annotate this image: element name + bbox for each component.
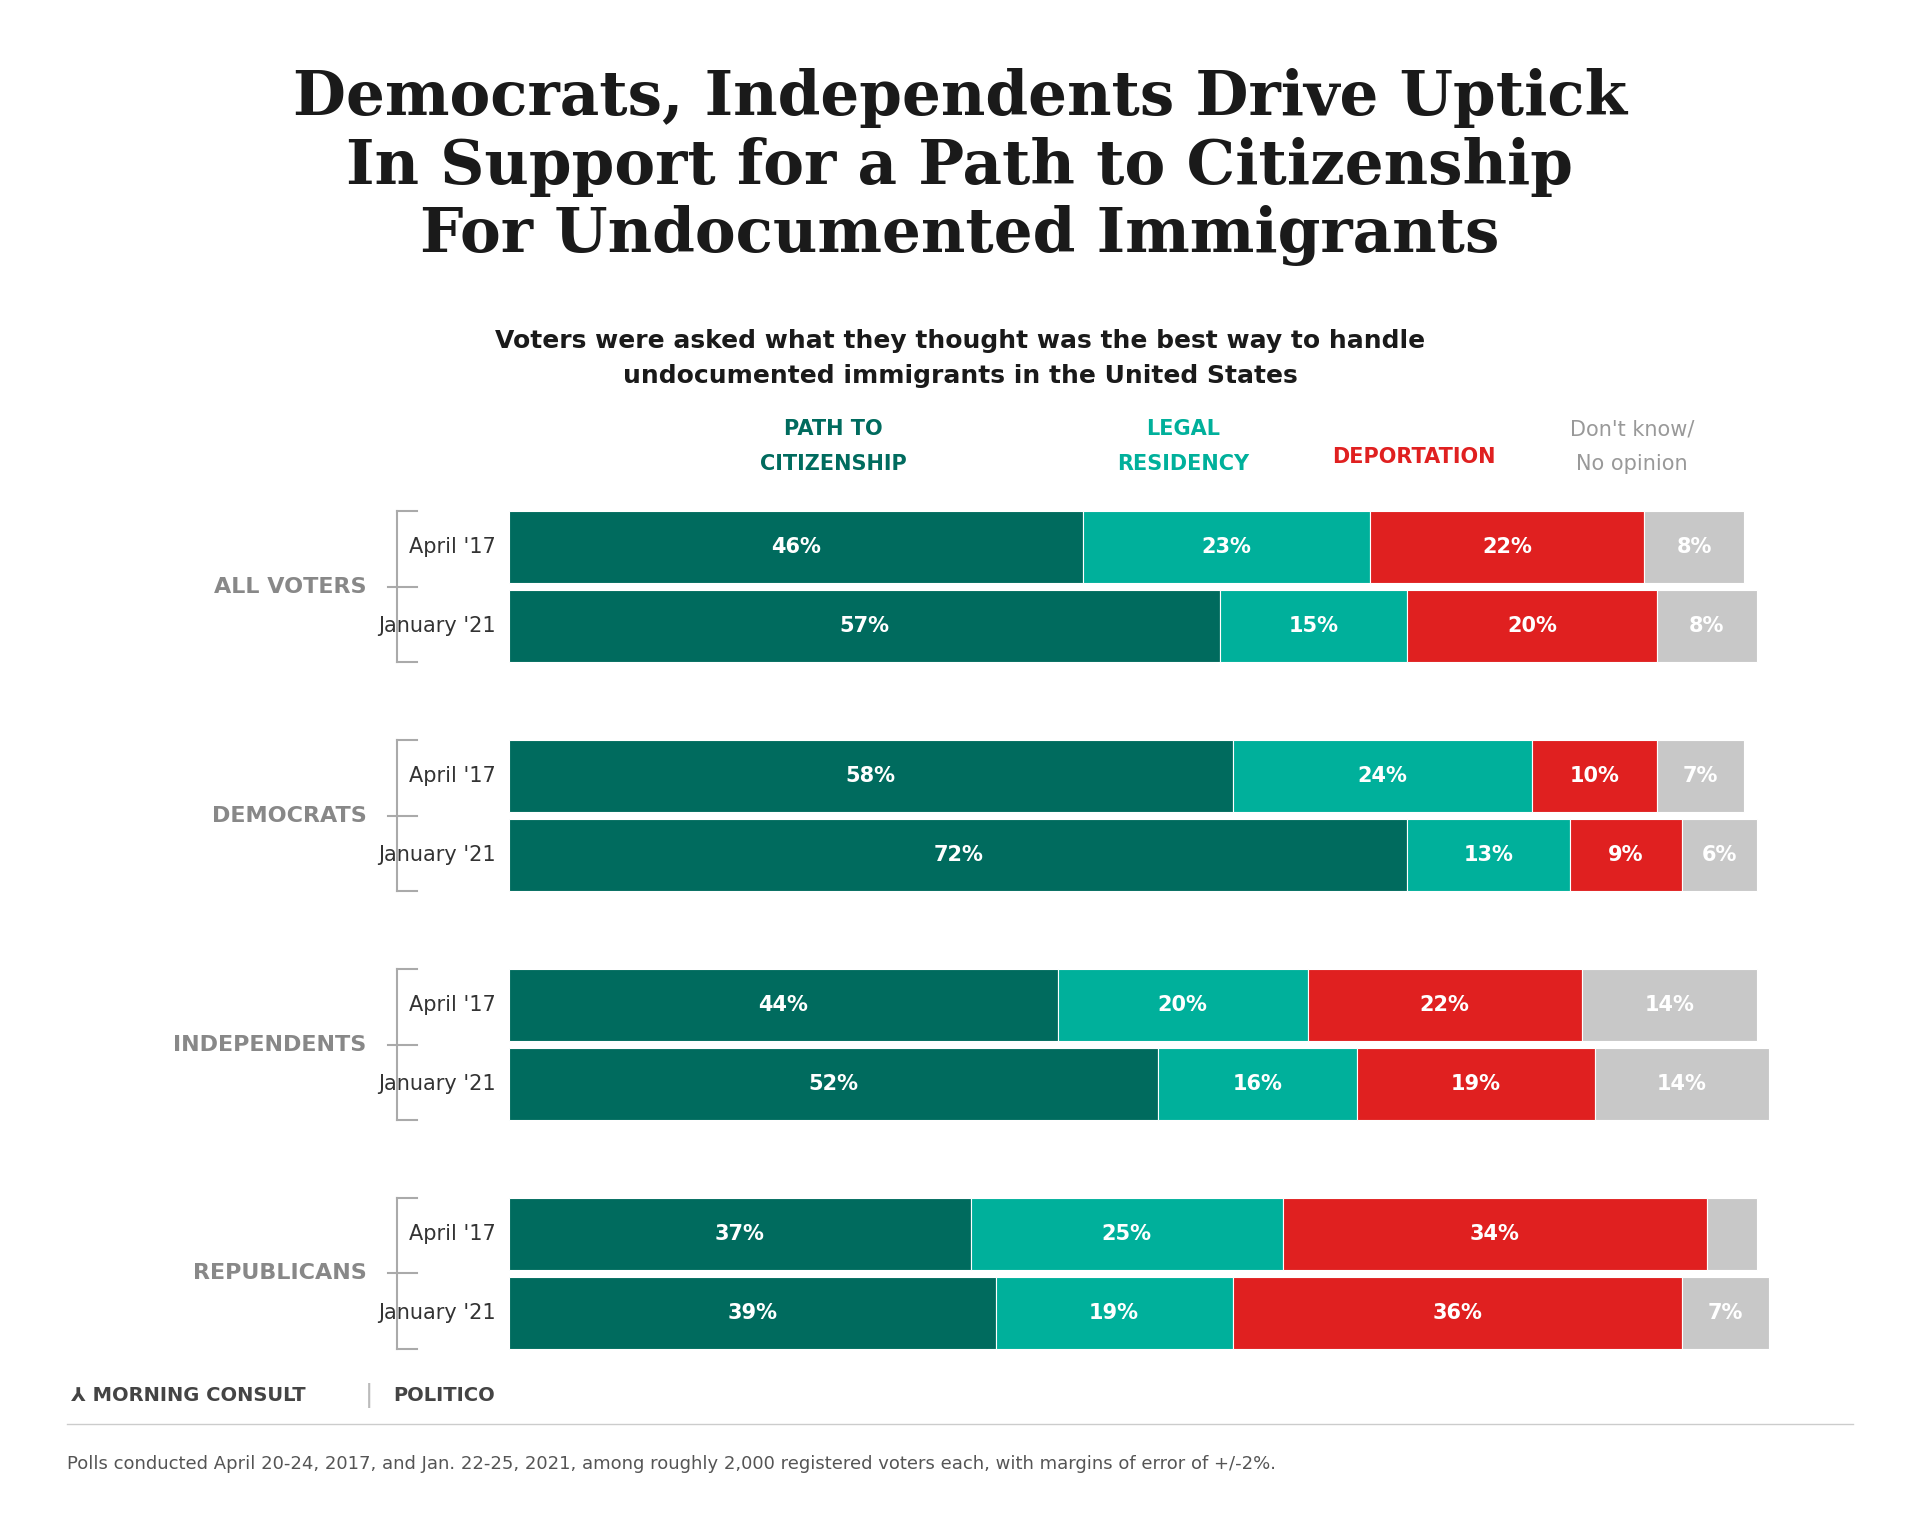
Text: Democrats, Independents Drive Uptick: Democrats, Independents Drive Uptick — [294, 68, 1626, 129]
Bar — [1158, 1048, 1357, 1120]
Bar — [1407, 819, 1571, 891]
Text: 34%: 34% — [1471, 1224, 1519, 1244]
Text: Voters were asked what they thought was the best way to handle
undocumented immi: Voters were asked what they thought was … — [495, 329, 1425, 389]
Text: REPUBLICANS: REPUBLICANS — [194, 1264, 367, 1284]
Text: January '21: January '21 — [378, 616, 495, 636]
Text: 16%: 16% — [1233, 1074, 1283, 1094]
Text: 72%: 72% — [933, 845, 983, 865]
Text: 6%: 6% — [1701, 845, 1738, 865]
Bar — [509, 511, 1083, 584]
Text: ALL VOTERS: ALL VOTERS — [215, 576, 367, 598]
Text: 8%: 8% — [1690, 616, 1724, 636]
Text: January '21: January '21 — [378, 1303, 495, 1322]
Bar — [509, 1198, 972, 1270]
Text: 39%: 39% — [728, 1303, 778, 1322]
Text: ⅄ MORNING CONSULT: ⅄ MORNING CONSULT — [71, 1385, 305, 1405]
Text: Don't know/: Don't know/ — [1571, 419, 1693, 439]
Bar — [1283, 1198, 1707, 1270]
Bar — [1682, 1276, 1770, 1349]
Bar — [1571, 819, 1682, 891]
Text: 46%: 46% — [772, 538, 820, 558]
Text: 57%: 57% — [839, 616, 889, 636]
Bar — [509, 819, 1407, 891]
Bar — [1058, 969, 1308, 1041]
Text: In Support for a Path to Citizenship: In Support for a Path to Citizenship — [346, 137, 1574, 197]
Text: 7%: 7% — [1684, 766, 1718, 786]
Text: For Undocumented Immigrants: For Undocumented Immigrants — [420, 206, 1500, 266]
Bar — [1532, 740, 1657, 813]
Text: 19%: 19% — [1089, 1303, 1139, 1322]
Text: 22%: 22% — [1421, 995, 1469, 1015]
Bar — [509, 590, 1221, 662]
Bar — [1594, 1048, 1770, 1120]
Text: 20%: 20% — [1507, 616, 1557, 636]
Bar — [509, 1048, 1158, 1120]
Text: 23%: 23% — [1202, 538, 1252, 558]
Text: INDEPENDENTS: INDEPENDENTS — [173, 1035, 367, 1055]
Text: 58%: 58% — [845, 766, 897, 786]
Text: No opinion: No opinion — [1576, 453, 1688, 473]
Text: January '21: January '21 — [378, 845, 495, 865]
Text: April '17: April '17 — [409, 1224, 495, 1244]
Text: 20%: 20% — [1158, 995, 1208, 1015]
Text: 25%: 25% — [1102, 1224, 1152, 1244]
Text: 14%: 14% — [1645, 995, 1693, 1015]
Text: April '17: April '17 — [409, 766, 495, 786]
Bar — [972, 1198, 1283, 1270]
Bar — [1407, 590, 1657, 662]
Text: |: | — [365, 1382, 372, 1409]
Text: DEPORTATION: DEPORTATION — [1332, 447, 1496, 467]
Text: April '17: April '17 — [409, 995, 495, 1015]
Bar — [1357, 1048, 1594, 1120]
Bar — [1657, 740, 1745, 813]
Text: CITIZENSHIP: CITIZENSHIP — [760, 453, 906, 473]
Bar — [1233, 1276, 1682, 1349]
Text: 9%: 9% — [1609, 845, 1644, 865]
Bar — [1707, 1198, 1757, 1270]
Bar — [1371, 511, 1644, 584]
Text: PATH TO: PATH TO — [783, 419, 883, 439]
Text: 52%: 52% — [808, 1074, 858, 1094]
Bar — [509, 1276, 995, 1349]
Text: January '21: January '21 — [378, 1074, 495, 1094]
Text: April '17: April '17 — [409, 538, 495, 558]
Text: 10%: 10% — [1571, 766, 1619, 786]
Text: 14%: 14% — [1657, 1074, 1707, 1094]
Text: 24%: 24% — [1357, 766, 1407, 786]
Bar — [1582, 969, 1757, 1041]
Bar — [1221, 590, 1407, 662]
Bar — [1233, 740, 1532, 813]
Bar — [1308, 969, 1582, 1041]
Bar — [1083, 511, 1371, 584]
Text: RESIDENCY: RESIDENCY — [1117, 453, 1248, 473]
Text: 37%: 37% — [714, 1224, 764, 1244]
Text: LEGAL: LEGAL — [1146, 419, 1219, 439]
Text: 8%: 8% — [1676, 538, 1713, 558]
Text: Polls conducted April 20-24, 2017, and Jan. 22-25, 2021, among roughly 2,000 reg: Polls conducted April 20-24, 2017, and J… — [67, 1455, 1277, 1473]
Text: 15%: 15% — [1288, 616, 1338, 636]
Bar — [995, 1276, 1233, 1349]
Text: POLITICO: POLITICO — [394, 1385, 495, 1405]
Text: 7%: 7% — [1709, 1303, 1743, 1322]
Bar — [1657, 590, 1757, 662]
Text: 36%: 36% — [1432, 1303, 1482, 1322]
Text: 13%: 13% — [1463, 845, 1513, 865]
Bar — [509, 740, 1233, 813]
Bar — [1644, 511, 1745, 584]
Bar — [1682, 819, 1757, 891]
Text: 44%: 44% — [758, 995, 808, 1015]
Text: 19%: 19% — [1452, 1074, 1501, 1094]
Text: 22%: 22% — [1482, 538, 1532, 558]
Text: DEMOCRATS: DEMOCRATS — [211, 806, 367, 826]
Bar — [509, 969, 1058, 1041]
